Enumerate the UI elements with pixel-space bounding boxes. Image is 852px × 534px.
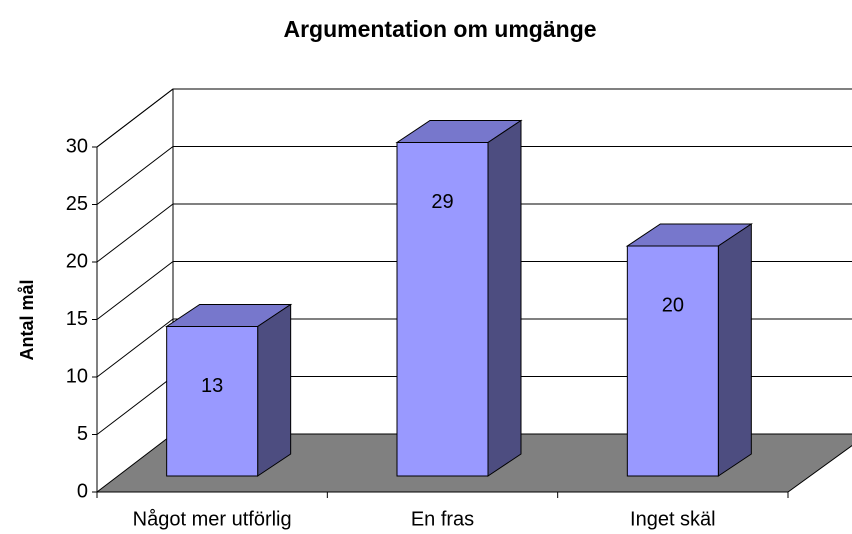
y-tick-label: 20 <box>66 250 88 272</box>
y-tick-label: 15 <box>66 308 88 330</box>
data-label: 29 <box>431 191 453 213</box>
bar-side <box>717 223 752 477</box>
chart-title: Argumentation om umgänge <box>283 16 596 42</box>
bar <box>396 142 489 477</box>
y-tick-label: 0 <box>77 480 88 502</box>
y-tick-label: 5 <box>77 423 88 445</box>
x-tick-label: Inget skäl <box>630 508 716 530</box>
grid-line <box>96 203 852 263</box>
grid-line <box>96 261 852 320</box>
x-tick-label: Något mer utförlig <box>133 508 292 530</box>
y-axis-label: Antal mål <box>17 279 37 360</box>
grid-line <box>96 318 852 378</box>
bar-side <box>257 303 292 477</box>
y-tick-label: 10 <box>66 365 88 387</box>
grid-line <box>96 88 852 148</box>
y-tick-label: 30 <box>66 135 88 157</box>
bar <box>166 326 259 477</box>
data-label: 13 <box>201 375 223 397</box>
data-label: 20 <box>662 294 684 316</box>
y-tick-label: 25 <box>66 193 88 215</box>
grid-line <box>96 146 852 205</box>
bar <box>626 245 719 477</box>
x-tick-label: En fras <box>411 508 474 530</box>
bar-side <box>487 119 522 477</box>
